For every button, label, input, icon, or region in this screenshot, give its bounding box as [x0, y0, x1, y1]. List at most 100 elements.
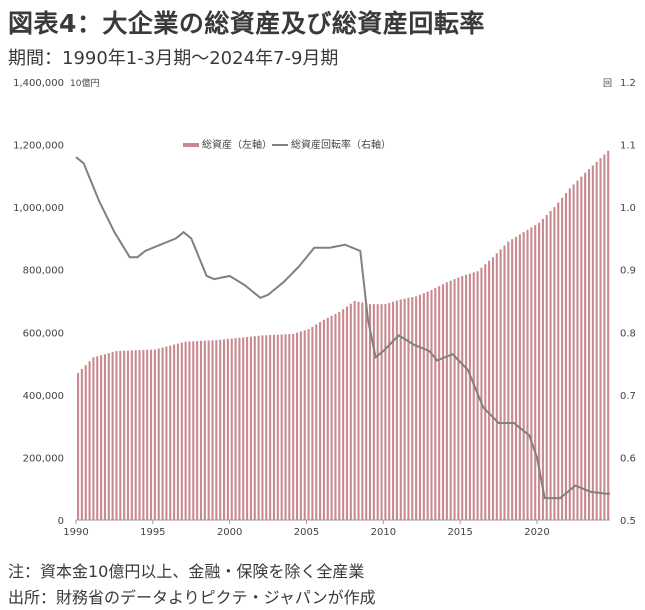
- asset-bar: [215, 340, 218, 520]
- asset-bar: [142, 349, 145, 520]
- x-tick-label: 2010: [371, 527, 396, 538]
- asset-bar: [399, 299, 402, 520]
- footnote-source: 出所：財務省のデータよりピクテ・ジャパンが作成: [8, 588, 376, 607]
- asset-bar: [123, 350, 126, 520]
- asset-bar: [484, 264, 487, 520]
- asset-bar: [257, 335, 260, 520]
- asset-bar: [134, 350, 137, 520]
- x-tick-label: 2020: [524, 527, 549, 538]
- asset-bar: [553, 207, 556, 520]
- asset-bar: [434, 288, 437, 520]
- left-tick-label: 1,200,000: [13, 141, 64, 152]
- asset-bar: [146, 349, 149, 520]
- x-tick-label: 2005: [294, 527, 319, 538]
- right-tick-label: 0.6: [620, 453, 636, 464]
- legend-assets-label: 総資産（左軸）: [202, 138, 272, 151]
- right-tick-label: 1.2: [620, 78, 636, 89]
- x-tick-label: 2000: [217, 527, 242, 538]
- right-tick-label: 0.7: [620, 391, 636, 402]
- footnote-note: 注：資本金10億円以上、金融・保険を除く全産業: [8, 562, 365, 581]
- asset-bar: [576, 180, 579, 521]
- asset-bar: [388, 302, 391, 520]
- asset-bar: [153, 349, 156, 520]
- asset-bar: [299, 331, 302, 520]
- asset-bar: [568, 188, 571, 520]
- asset-bar: [495, 253, 498, 521]
- asset-bar: [503, 245, 506, 520]
- asset-bar: [307, 329, 310, 520]
- asset-bar: [315, 324, 318, 520]
- asset-bar: [211, 340, 214, 520]
- asset-bar: [572, 184, 575, 520]
- asset-bar: [226, 338, 229, 520]
- asset-bar: [176, 343, 179, 520]
- asset-bar: [276, 334, 279, 520]
- asset-bar: [196, 341, 199, 520]
- asset-bar: [587, 169, 591, 520]
- asset-bar: [368, 304, 372, 520]
- asset-bar: [249, 336, 252, 520]
- asset-bar: [441, 284, 445, 520]
- asset-bar: [165, 346, 168, 520]
- legend-turnover-label: 総資産回転率（右軸）: [291, 138, 391, 151]
- asset-bar: [126, 350, 130, 520]
- asset-bar: [115, 351, 118, 520]
- asset-bar: [411, 297, 414, 520]
- asset-bar: [422, 293, 425, 520]
- asset-bar: [253, 336, 256, 520]
- asset-bar: [518, 234, 521, 520]
- asset-bar: [603, 154, 606, 521]
- asset-bar: [461, 275, 464, 520]
- asset-bar: [203, 340, 206, 520]
- asset-bar: [295, 332, 299, 520]
- asset-bar: [222, 339, 226, 520]
- asset-bar: [403, 298, 406, 520]
- asset-bar: [338, 311, 341, 520]
- asset-bar: [169, 345, 172, 520]
- asset-bar: [430, 290, 433, 520]
- asset-bar: [119, 350, 122, 520]
- asset-bar: [234, 338, 237, 520]
- asset-bar: [380, 304, 383, 520]
- asset-bar: [173, 344, 176, 520]
- asset-bar: [530, 227, 533, 521]
- asset-bar: [526, 229, 529, 520]
- asset-bar: [84, 365, 87, 520]
- asset-bar: [92, 357, 95, 520]
- asset-bar: [292, 333, 295, 520]
- asset-bar: [161, 347, 164, 520]
- asset-bar: [392, 301, 395, 520]
- asset-bar: [284, 334, 287, 520]
- left-tick-label: 200,000: [23, 453, 64, 464]
- asset-bar: [472, 272, 475, 520]
- asset-bar: [157, 348, 160, 520]
- right-tick-label: 0.9: [620, 266, 636, 277]
- right-axis-unit: 回: [603, 78, 612, 89]
- asset-bar: [480, 267, 483, 520]
- asset-bar: [584, 172, 587, 521]
- asset-bar: [357, 301, 360, 520]
- asset-bar: [311, 326, 314, 520]
- left-tick-label: 400,000: [23, 391, 64, 402]
- asset-bar: [407, 297, 410, 520]
- asset-bar: [557, 202, 560, 520]
- asset-bar: [103, 354, 106, 520]
- asset-bar: [96, 356, 99, 520]
- asset-bar: [384, 304, 387, 520]
- asset-bar: [238, 337, 241, 520]
- asset-bar: [511, 239, 514, 520]
- asset-bar: [372, 304, 375, 520]
- asset-bar: [265, 335, 268, 520]
- asset-bar: [564, 193, 568, 520]
- turnover-line: [75, 156, 610, 500]
- left-tick-label: 800,000: [23, 266, 64, 277]
- asset-bar: [514, 236, 518, 521]
- asset-bar: [365, 303, 368, 520]
- x-tick-label: 2015: [447, 527, 472, 538]
- asset-bar: [453, 279, 456, 520]
- asset-bar: [507, 241, 510, 520]
- asset-bar: [149, 349, 153, 520]
- left-tick-label: 0: [58, 516, 64, 527]
- asset-bar: [180, 342, 183, 520]
- left-axis-unit: 10億円: [70, 77, 99, 89]
